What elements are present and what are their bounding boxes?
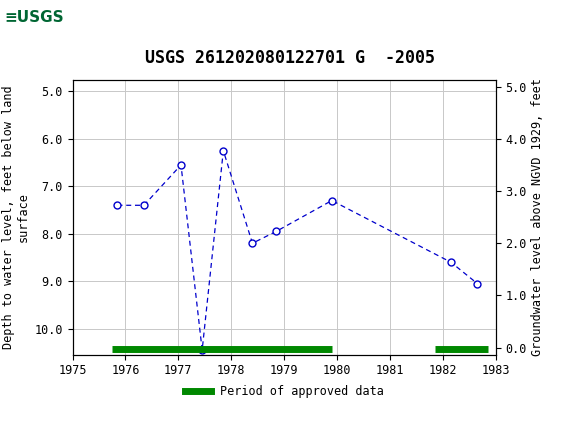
Y-axis label: Groundwater level above NGVD 1929, feet: Groundwater level above NGVD 1929, feet: [531, 78, 544, 356]
Text: USGS 261202080122701 G  -2005: USGS 261202080122701 G -2005: [145, 49, 435, 67]
Text: ≡USGS: ≡USGS: [5, 9, 64, 25]
Legend: Period of approved data: Period of approved data: [180, 380, 389, 402]
Bar: [3, 3, 78, 35]
Y-axis label: Depth to water level, feet below land
surface: Depth to water level, feet below land su…: [2, 85, 30, 349]
